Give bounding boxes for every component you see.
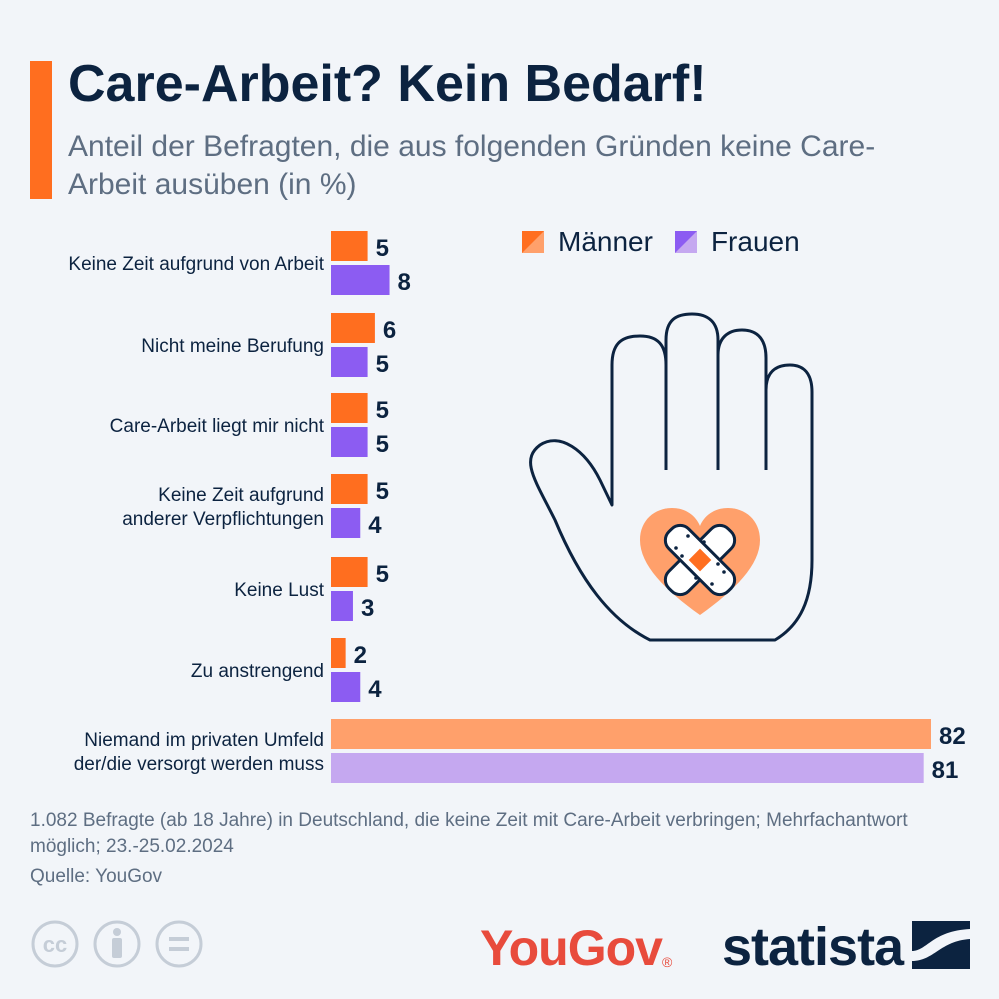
category-label-line: Niemand im privaten Umfeld [84,730,324,751]
bar-men-3 [331,474,368,504]
svg-text:cc: cc [43,932,67,957]
bar-women-0 [331,265,390,295]
category-label-line: der/die versorgt werden muss [74,754,324,775]
value-label-men-1: 6 [383,317,396,344]
source: Quelle: YouGov [30,866,163,887]
category-label-line: Care-Arbeit liegt mir nicht [110,416,325,437]
bar-women-1 [331,347,368,377]
value-label-men-0: 5 [376,235,389,262]
bar-women-3 [331,508,361,538]
hand-icon [529,312,814,642]
category-label-line: anderer Verpflichtungen [122,509,324,530]
value-label-men-3: 5 [376,478,389,505]
bar-women-2 [331,427,368,457]
yougov-logo: YouGov® [480,920,672,976]
nd-icon [155,920,203,968]
bar-men-2 [331,393,368,423]
bar-men-0 [331,231,368,261]
chart-subtitle: Anteil der Befragten, die aus folgenden … [68,130,876,201]
title-accent-bar [30,61,52,199]
value-label-women-4: 3 [361,595,374,622]
bar-women-5 [331,672,361,702]
value-label-women-5: 4 [368,676,382,703]
value-label-men-6: 82 [939,723,966,750]
bar-men-1 [331,313,375,343]
category-label-line: Nicht meine Berufung [141,336,324,357]
bar-men-4 [331,557,368,587]
category-label-0: Keine Zeit aufgrund von Arbeit [68,254,324,275]
value-label-men-4: 5 [376,561,389,588]
category-label-line: Zu anstrengend [191,661,324,682]
by-icon [93,920,141,968]
legend-swatch-men [522,231,544,253]
legend: Männer Frauen [522,224,822,260]
value-label-men-5: 2 [354,642,367,669]
statista-logo: statista [722,917,904,977]
value-label-women-6: 81 [932,757,959,784]
category-label-1: Nicht meine Berufung [141,336,324,357]
cc-icon: cc [31,920,79,968]
category-label-line: Keine Zeit aufgrund von Arbeit [68,254,324,275]
statista-mark-icon [912,921,970,969]
category-label-line: Keine Lust [234,580,325,601]
value-label-women-0: 8 [398,269,411,296]
value-label-women-3: 4 [368,512,382,539]
value-label-women-1: 5 [376,351,389,378]
legend-item-women: Frauen [674,226,800,258]
category-label-6: Niemand im privaten Umfeld der/die versor… [74,730,324,775]
category-label-4: Keine Lust [234,580,325,601]
bar-women-6 [331,753,924,783]
bar-men-5 [331,638,346,668]
bar-men-6 [331,719,931,749]
hand-illustration [529,312,814,642]
category-label-line: Keine Zeit aufgrund [158,485,324,506]
category-label-3: Keine Zeit aufgrund anderer Verpflichtung… [122,485,324,530]
legend-swatch-women [674,231,697,253]
footnote: 1.082 Befragte (ab 18 Jahre) in Deutschl… [30,810,908,857]
yougov-logo-text: YouGov [480,920,663,976]
category-label-5: Zu anstrengend [191,661,324,682]
bar-women-4 [331,591,353,621]
bandage-icon [663,523,737,597]
legend-item-men: Männer [522,226,653,258]
legend-label-women: Frauen [710,226,800,257]
value-label-women-2: 5 [376,431,389,458]
value-label-men-2: 5 [376,397,389,424]
legend-label-men: Männer [558,226,653,257]
chart-title: Care-Arbeit? Kein Bedarf! [68,55,707,113]
license-icons: cc [31,920,203,968]
category-label-2: Care-Arbeit liegt mir nicht [110,416,325,437]
